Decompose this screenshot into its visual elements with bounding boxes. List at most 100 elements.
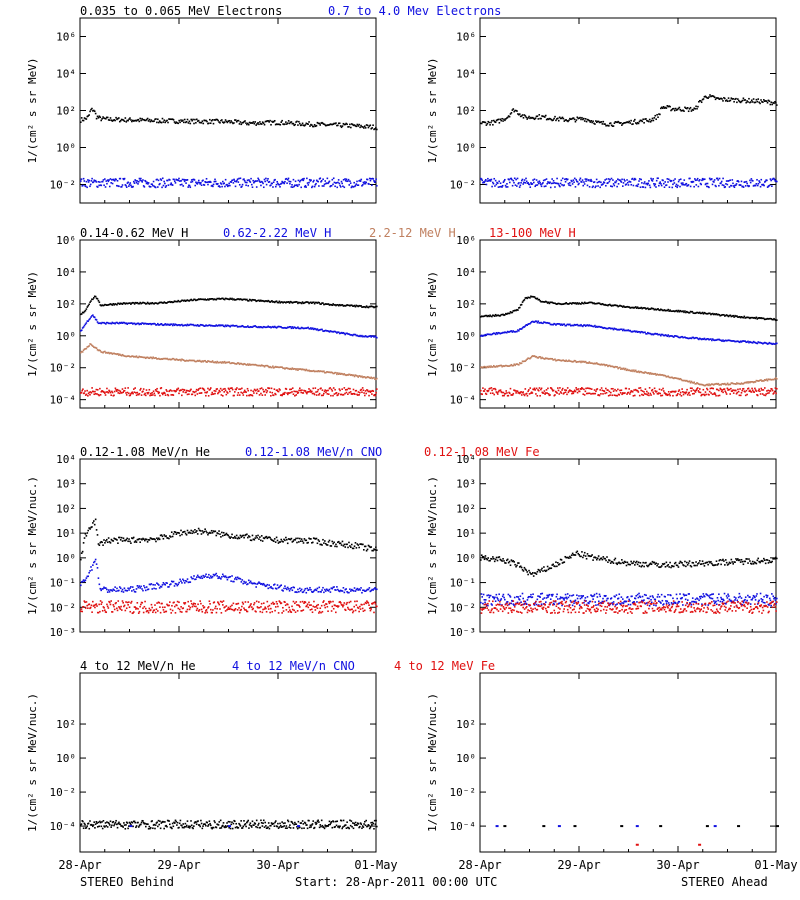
data-point (666, 105, 669, 107)
data-point (151, 538, 154, 540)
data-point (568, 184, 570, 186)
data-point (574, 120, 577, 123)
data-point (739, 340, 742, 343)
y-tick-label: 10² (56, 298, 76, 311)
data-point (514, 309, 516, 312)
data-point (268, 121, 270, 123)
data-point (319, 124, 321, 126)
data-point (186, 393, 189, 396)
data-point (714, 339, 717, 341)
data-point (673, 377, 676, 379)
data-point (195, 121, 197, 124)
data-point (571, 392, 573, 395)
data-point (149, 120, 152, 123)
data-point (771, 103, 773, 106)
data-point (91, 107, 93, 110)
data-point (763, 380, 765, 382)
data-point (564, 180, 567, 183)
data-point (285, 327, 287, 329)
data-point (265, 326, 268, 329)
data-point (316, 542, 319, 545)
data-point (144, 302, 146, 304)
data-point (145, 356, 148, 359)
data-point (249, 299, 252, 301)
data-point (753, 316, 756, 319)
data-point (166, 582, 168, 584)
data-point (164, 121, 167, 124)
data-point (238, 325, 241, 328)
data-point (519, 328, 522, 330)
y-tick-label: 10⁰ (456, 142, 476, 155)
data-point (626, 305, 629, 308)
data-point (588, 301, 591, 304)
data-point (688, 108, 691, 110)
data-point (87, 181, 90, 183)
data-point (517, 363, 519, 366)
data-point (204, 575, 206, 577)
data-point (734, 340, 736, 343)
data-point (649, 332, 652, 335)
data-point (157, 537, 160, 540)
data-point (131, 323, 134, 325)
data-point (320, 543, 322, 546)
data-point (630, 183, 633, 186)
data-point (560, 323, 563, 326)
data-point (346, 373, 348, 376)
data-point (758, 316, 760, 319)
data-point (295, 327, 297, 330)
data-point (258, 178, 260, 181)
data-point (234, 578, 236, 580)
data-point (106, 591, 109, 593)
data-point (174, 531, 177, 534)
data-point (751, 316, 754, 319)
data-point (157, 121, 160, 124)
data-point (230, 120, 232, 122)
data-point (214, 180, 217, 183)
data-point (684, 310, 686, 312)
data-point (566, 302, 568, 305)
data-point (350, 373, 353, 376)
data-point (492, 388, 495, 390)
data-point (537, 320, 540, 323)
data-point (729, 314, 732, 317)
data-point (207, 324, 209, 327)
data-point (711, 95, 713, 97)
data-point (654, 390, 657, 392)
data-point (510, 311, 513, 314)
data-point (552, 323, 554, 326)
data-point (234, 537, 237, 539)
data-point (360, 304, 362, 307)
data-point (359, 180, 362, 182)
data-point (261, 540, 264, 542)
data-point (291, 186, 294, 188)
data-point (344, 305, 347, 307)
data-point (594, 324, 596, 327)
data-point (560, 303, 563, 306)
data-point (522, 360, 525, 363)
data-point (591, 362, 593, 365)
data-point (661, 333, 664, 336)
data-point (492, 119, 495, 122)
data-point (507, 394, 510, 397)
data-point (590, 393, 592, 395)
data-point (587, 362, 590, 364)
data-point (704, 384, 707, 387)
data-point (92, 297, 95, 299)
data-point (765, 318, 768, 320)
data-point (138, 302, 141, 305)
data-point (761, 101, 763, 103)
y-tick-label: 10⁶ (456, 31, 476, 44)
data-point (156, 537, 158, 539)
data-point (672, 183, 674, 186)
data-point (289, 182, 291, 185)
data-point (645, 118, 647, 120)
data-point (124, 539, 127, 542)
data-point (750, 381, 752, 383)
data-point (183, 178, 185, 181)
data-point (648, 332, 651, 335)
data-point (529, 117, 531, 120)
data-point (361, 375, 363, 378)
data-point (92, 346, 95, 348)
data-point (215, 572, 218, 575)
data-point (738, 100, 741, 103)
